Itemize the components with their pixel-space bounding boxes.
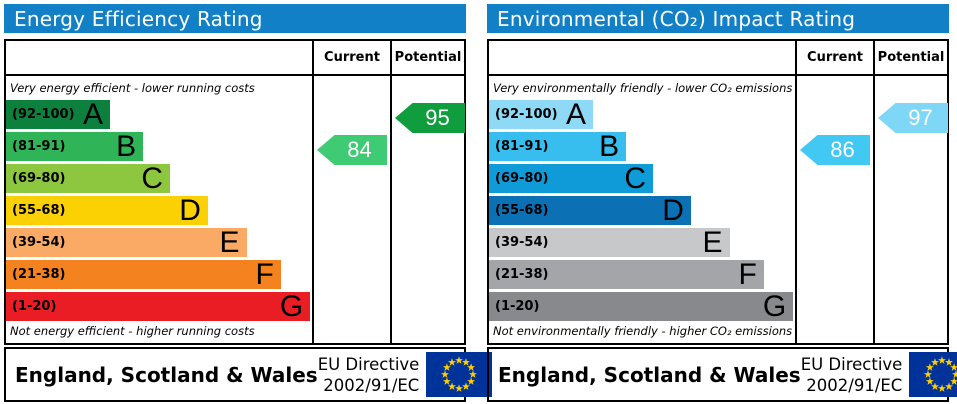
spacer-cell [6,41,312,74]
potential-rating-arrow: 97 [878,103,948,133]
band-g: (1-20) G [6,289,311,323]
panel-footer: England, Scotland & Wales EU Directive 2… [4,347,493,402]
potential-column-header: Potential [873,41,947,74]
region-label: England, Scotland & Wales [498,362,801,387]
band-range: (1-20) [12,299,57,314]
current-column-header: Current [795,41,873,74]
directive-block: EU Directive 2002/91/EC [318,352,493,397]
band-letter: G [762,289,787,323]
band-b: (81-91) B [6,129,144,163]
band-f: (21-38) F [489,257,764,291]
rating-ladder: Very environmentally friendly - lower CO… [489,76,795,343]
rating-table: Current Potential Very environmentally f… [487,39,949,345]
band-range: (21-38) [495,267,549,282]
bottom-caption: Not energy efficient - higher running co… [10,324,255,338]
band-range: (55-68) [495,203,549,218]
directive-line-1: EU Directive [317,354,420,374]
table-header-row: Current Potential [6,41,464,76]
band-e: (39-54) E [6,225,247,259]
current-column: 84 [312,76,390,343]
potential-rating-arrow: 95 [395,103,465,133]
current-rating-arrow: 86 [800,135,870,165]
band-a: (92-100) A [6,97,111,131]
potential-column-header: Potential [390,41,464,74]
potential-rating-value: 97 [908,105,933,130]
band-range: (92-100) [495,107,558,122]
potential-column: 97 [873,76,948,343]
energy-efficiency-panel: Energy Efficiency Rating Current Potenti… [4,4,493,402]
band-range: (21-38) [12,267,66,282]
band-letter: D [179,193,201,227]
band-range: (55-68) [12,203,66,218]
current-rating-value: 84 [347,137,372,162]
panel-title: Environmental (CO₂) Impact Rating [497,6,856,31]
panel-footer: England, Scotland & Wales EU Directive 2… [487,347,957,402]
band-letter: E [702,225,723,259]
band-g: (1-20) G [489,289,794,323]
band-range: (92-100) [12,107,75,122]
band-letter: A [83,97,104,131]
eu-flag-icon [426,352,493,397]
eu-flag-icon [909,352,957,397]
current-rating-arrow: 84 [317,135,387,165]
eu-directive-text: EU Directive 2002/91/EC [801,354,903,396]
potential-column: 95 [390,76,465,343]
directive-line-1: EU Directive [800,354,903,374]
band-letter: F [738,257,757,291]
rating-table: Current Potential Very energy efficient … [4,39,466,345]
current-column: 86 [795,76,873,343]
band-c: (69-80) C [489,161,654,195]
band-range: (39-54) [495,235,549,250]
table-body-row: Very environmentally friendly - lower CO… [489,76,948,343]
band-letter: B [116,129,137,163]
top-caption: Very environmentally friendly - lower CO… [493,81,793,95]
band-letter: C [624,161,647,195]
directive-line-2: 2002/91/EC [806,375,903,395]
rating-ladder: Very energy efficient - lower running co… [6,76,312,343]
band-c: (69-80) C [6,161,171,195]
band-range: (69-80) [495,171,549,186]
band-letter: E [219,225,240,259]
band-letter: B [599,129,620,163]
band-range: (69-80) [12,171,66,186]
panel-title-bar: Energy Efficiency Rating [4,4,466,33]
directive-block: EU Directive 2002/91/EC [801,352,957,397]
top-caption: Very energy efficient - lower running co… [10,81,255,95]
panel-title-bar: Environmental (CO₂) Impact Rating [487,4,949,33]
directive-line-2: 2002/91/EC [323,375,420,395]
band-letter: A [566,97,587,131]
current-column-header: Current [312,41,390,74]
eu-directive-text: EU Directive 2002/91/EC [318,354,420,396]
band-e: (39-54) E [489,225,730,259]
potential-rating-value: 95 [425,105,450,130]
band-range: (1-20) [495,299,540,314]
band-letter: D [662,193,684,227]
band-b: (81-91) B [489,129,627,163]
band-letter: G [279,289,304,323]
band-letter: C [141,161,164,195]
region-label: England, Scotland & Wales [15,362,318,387]
band-a: (92-100) A [489,97,594,131]
spacer-cell [489,41,795,74]
current-rating-value: 86 [830,137,855,162]
environmental-impact-panel: Environmental (CO₂) Impact Rating Curren… [487,4,957,402]
band-d: (55-68) D [6,193,208,227]
band-f: (21-38) F [6,257,281,291]
table-body-row: Very energy efficient - lower running co… [6,76,465,343]
band-range: (81-91) [12,139,66,154]
panel-title: Energy Efficiency Rating [14,6,263,31]
band-d: (55-68) D [489,193,691,227]
table-header-row: Current Potential [489,41,947,76]
band-range: (81-91) [495,139,549,154]
bottom-caption: Not environmentally friendly - higher CO… [493,324,793,338]
band-letter: F [255,257,274,291]
band-range: (39-54) [12,235,66,250]
